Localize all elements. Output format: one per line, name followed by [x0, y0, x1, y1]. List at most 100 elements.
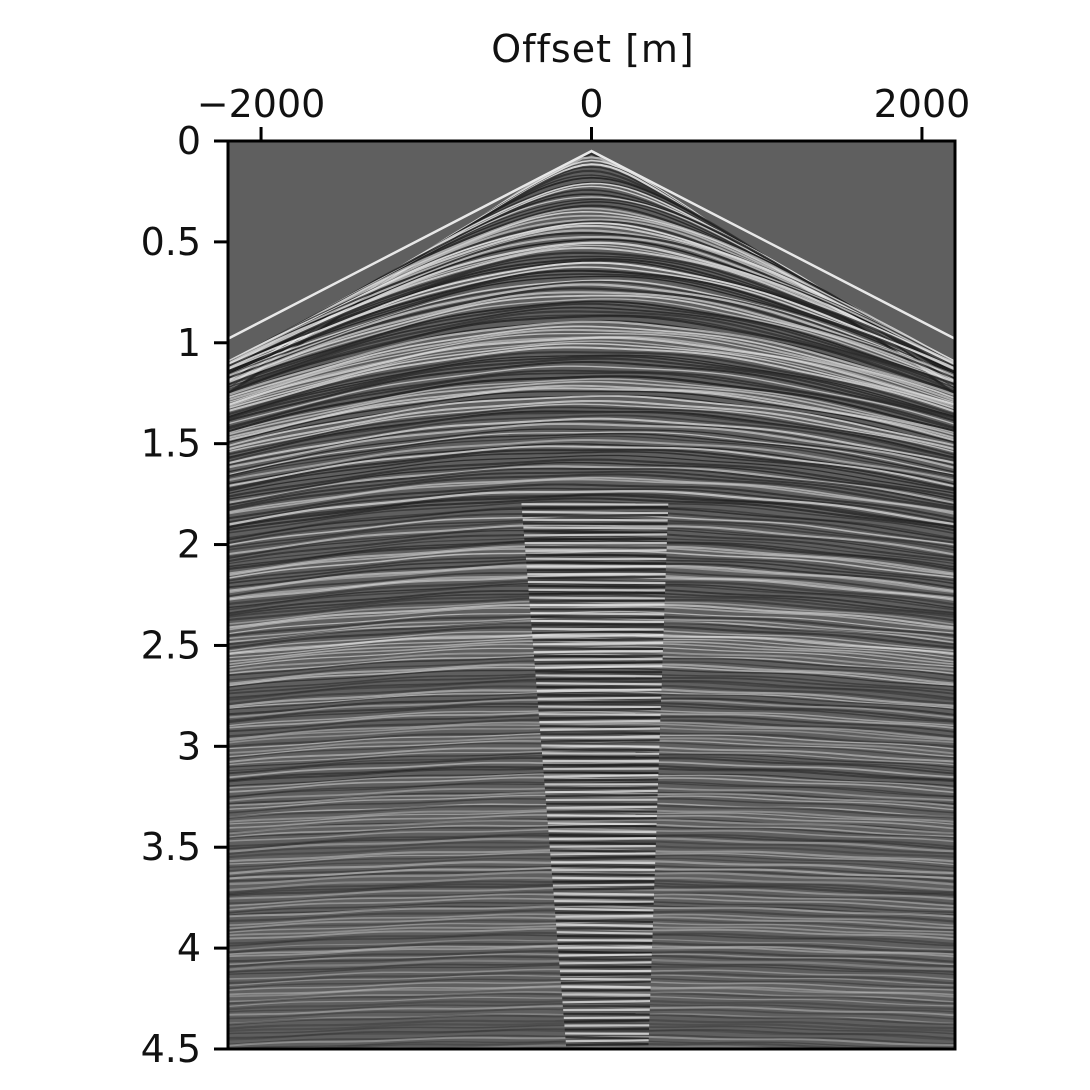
- reflection-event: [228, 355, 955, 419]
- reflection-event: [228, 766, 955, 783]
- reflection-event: [228, 279, 955, 377]
- reflection-event: [228, 1052, 955, 1061]
- near-offset-event: [541, 752, 660, 755]
- reflection-event: [228, 1051, 955, 1060]
- reflection-event: [228, 302, 955, 387]
- reflection-event: [228, 387, 955, 442]
- reflection-event: [228, 1057, 955, 1066]
- near-offset-event: [552, 883, 655, 887]
- near-offset-event: [530, 612, 665, 616]
- near-offset-event: [525, 549, 667, 552]
- reflection-event: [228, 828, 955, 843]
- near-offset-event: [557, 938, 653, 942]
- near-offset-event: [551, 865, 656, 869]
- reflection-event: [228, 384, 955, 440]
- near-offset-event: [537, 696, 662, 700]
- reflection-event: [228, 433, 955, 477]
- first-arrival-wavefront: [228, 149, 955, 340]
- reflection-event: [228, 294, 955, 383]
- reflection-event: [228, 834, 955, 850]
- reflection-event: [228, 431, 955, 476]
- near-offset-event: [555, 919, 654, 924]
- near-offset-event: [532, 630, 664, 634]
- near-offset-event: [547, 822, 657, 826]
- reflection-event: [228, 931, 955, 945]
- reflection-event: [228, 897, 955, 911]
- near-offset-event: [558, 953, 652, 957]
- reflection-event: [228, 851, 955, 866]
- x-axis-title: Offset [m]: [491, 27, 695, 71]
- y-tick-label: 4.5: [141, 1027, 201, 1071]
- reflection-event: [228, 999, 955, 1011]
- reflection-event: [228, 417, 955, 465]
- reflection-event: [228, 721, 955, 740]
- near-offset-event: [565, 1036, 649, 1040]
- reflection-event: [228, 422, 955, 469]
- reflection-event: [228, 1061, 955, 1069]
- reflection-event: [228, 251, 955, 368]
- reflection-event: [228, 280, 955, 376]
- reflection-event: [228, 328, 955, 402]
- reflection-event: [228, 991, 955, 1003]
- reflection-event: [228, 699, 955, 719]
- reflection-event: [228, 390, 955, 444]
- near-offset-event: [531, 627, 664, 631]
- near-offset-event: [554, 902, 654, 907]
- near-offset-event: [560, 977, 651, 981]
- y-tick-label: 2.5: [141, 623, 201, 667]
- reflection-event: [228, 291, 955, 382]
- reflection-event: [228, 667, 955, 688]
- reflection-event: [228, 582, 955, 609]
- near-offset-event: [534, 665, 663, 669]
- reflection-event: [228, 574, 955, 601]
- near-offset-event: [553, 892, 655, 896]
- reflection-event: [228, 1021, 955, 1033]
- near-offset-event: [562, 999, 651, 1004]
- reflection-event: [228, 420, 955, 467]
- near-offset-event: [557, 942, 653, 946]
- near-offset-event: [560, 973, 652, 977]
- reflection-event: [228, 371, 955, 430]
- reflection-event: [228, 687, 955, 708]
- reflection-event: [228, 848, 955, 863]
- reflection-event: [228, 357, 955, 420]
- reflection-event: [228, 547, 955, 577]
- near-offset-event: [539, 719, 661, 724]
- reflection-event: [228, 1059, 955, 1067]
- near-offset-event: [540, 727, 661, 732]
- near-offset-event: [548, 824, 657, 829]
- near-offset-event: [561, 989, 651, 992]
- near-offset-event: [555, 914, 654, 918]
- y-axis-ticks: 0 0.5 1 1.5 2 2.5 3 3.5 4 4.5: [141, 119, 228, 1071]
- reflection-event: [228, 625, 955, 650]
- reflection-event: [228, 757, 955, 775]
- reflection-event: [228, 808, 955, 823]
- near-offset-event: [541, 748, 660, 752]
- near-offset-event: [523, 526, 668, 530]
- reflection-event: [228, 984, 955, 996]
- reflection-event: [228, 680, 955, 701]
- near-offset-event: [546, 805, 658, 809]
- reflection-event: [228, 346, 955, 413]
- near-offset-event: [556, 927, 653, 931]
- reflection-event: [228, 844, 955, 859]
- x-tick-label: 0: [579, 82, 603, 126]
- reflection-event: [228, 454, 955, 495]
- reflection-event: [228, 378, 955, 434]
- reflection-event: [228, 1072, 955, 1081]
- reflection-event: [228, 691, 955, 711]
- near-offset-event: [522, 514, 668, 517]
- x-tick-label: 2000: [874, 82, 971, 126]
- reflection-event: [228, 414, 955, 463]
- reflection-event: [228, 448, 955, 491]
- near-offset-event: [527, 575, 666, 580]
- near-offset-event: [543, 774, 659, 778]
- near-offset-event: [535, 670, 663, 674]
- reflection-event: [228, 443, 955, 485]
- reflection-event: [338, 1044, 808, 1049]
- near-offset-event: [522, 510, 668, 515]
- reflection-event: [228, 535, 955, 565]
- near-offset-event: [549, 841, 656, 845]
- reflection-event: [228, 461, 955, 501]
